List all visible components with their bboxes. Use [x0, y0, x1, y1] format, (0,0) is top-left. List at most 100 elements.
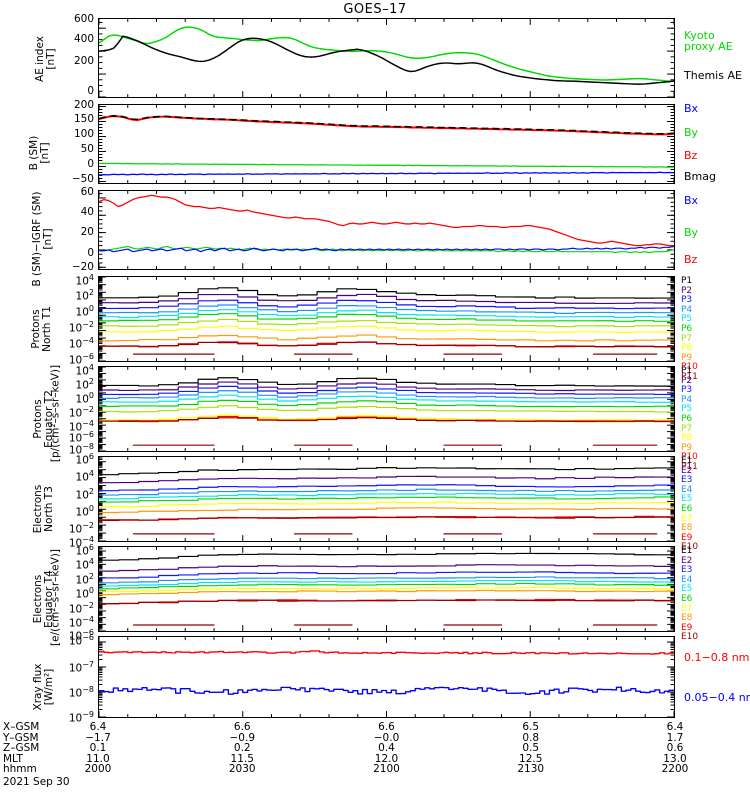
legend-bsm-bx: Bx — [684, 102, 699, 115]
legend-bsm-bmag: Bmag — [684, 170, 716, 183]
panel-ae-index — [98, 18, 675, 98]
ytick-p2-m8: 10−8 — [68, 442, 94, 457]
legend-item-p1: P1 — [681, 276, 693, 286]
panel-electrons-equator-t4 — [98, 546, 675, 632]
legend-item-e1: E1 — [681, 456, 693, 466]
legend-item-p6: P6 — [681, 413, 693, 424]
x-axis-value: 12.0 — [374, 752, 399, 765]
ytick-p1-m6: 10−6 — [68, 352, 94, 367]
panel-protons-north-t1 — [98, 276, 675, 362]
xray-plot-area — [99, 637, 674, 717]
protons-t1-plot-area — [99, 277, 674, 361]
x-axis-row-label: Z–GSM — [3, 742, 40, 755]
ytick-ae-200: 200 — [73, 55, 94, 67]
ytick-e2-0: 100 — [75, 586, 94, 601]
ytick-bsm-200: 200 — [73, 99, 94, 111]
legend-item-e5: E5 — [681, 494, 693, 505]
panel-b-sm-minus-igrf — [98, 190, 675, 270]
ytick-e2-2: 102 — [75, 572, 94, 587]
ytick-xray-m9: 10−9 — [68, 710, 94, 725]
legend-item-p1: P1 — [681, 366, 693, 376]
x-axis-value: 0.6 — [666, 742, 684, 755]
legend-item-e6: E6 — [681, 593, 693, 604]
ytick-e2-6: 106 — [75, 543, 94, 558]
ytick-p1-0: 100 — [75, 304, 94, 319]
ytick-p1-m4: 10−4 — [68, 336, 94, 351]
legend-item-p10: P10 — [681, 452, 698, 463]
x-axis-value: 2100 — [373, 763, 400, 776]
legend-item-p9: P9 — [681, 352, 693, 363]
ytick-digrf-m20: −20 — [71, 261, 94, 273]
ytick-xray-m6: 10−6 — [68, 633, 94, 648]
ytick-bsm-0: 0 — [87, 158, 94, 170]
legend-item-e1: E1 — [681, 546, 693, 556]
ytick-p2-m4: 10−4 — [68, 419, 94, 434]
legend-bsm-bz: Bz — [684, 149, 698, 162]
legend-item-e4: E4 — [681, 574, 693, 585]
legend-item-e6: E6 — [681, 503, 693, 514]
ytick-bsm-50: 50 — [80, 143, 94, 155]
legend-protons-t2: P1 P2 P3 P4 P5 P6 P7 P8 P9 P10 P11 — [681, 366, 698, 473]
ytick-e1-m4: 10−4 — [68, 535, 94, 550]
electrons-t4-plot-area — [99, 547, 674, 631]
x-axis-value: −0.0 — [373, 731, 400, 744]
legend-item-p9: P9 — [681, 442, 693, 453]
ytick-p2-2: 102 — [75, 377, 94, 392]
x-axis-value: 0.2 — [233, 742, 251, 755]
legend-electrons-t4: E1 E2 E3 E4 E5 E6 E7 E8 E9 E10 — [681, 546, 698, 643]
x-axis-value: 11.5 — [230, 752, 254, 765]
ytick-e1-2: 102 — [75, 487, 94, 502]
x-axis-value: 2000 — [84, 763, 112, 776]
legend-item-p4: P4 — [681, 304, 693, 315]
legend-electrons-t3: E1 E2 E3 E4 E5 E6 E7 E8 E9 E10 — [681, 456, 698, 553]
ytick-e1-4: 104 — [75, 469, 94, 484]
x-axis-value: 0.1 — [89, 742, 107, 755]
legend-item-e2: E2 — [681, 555, 693, 566]
x-axis-value-column: 6.4 1.7 0.6 13.0 2200 — [635, 722, 715, 775]
legend-item-p8: P8 — [681, 343, 693, 354]
ytick-p2-4: 104 — [75, 363, 94, 378]
legend-item-e7: E7 — [681, 603, 693, 614]
ytick-p2-m2: 10−2 — [68, 405, 94, 420]
legend-item-p5: P5 — [681, 314, 693, 325]
legend-item-p2: P2 — [681, 375, 693, 386]
ytick-e2-4: 104 — [75, 557, 94, 572]
legend-kyoto-proxy-ae: Kyoto proxy AE — [684, 29, 733, 53]
x-axis-value: −0.9 — [229, 731, 256, 744]
x-axis-row-label: hhmm — [3, 763, 37, 776]
x-axis-value: 0.8 — [522, 731, 540, 744]
ytick-bsm-100: 100 — [73, 128, 94, 140]
legend-item-e4: E4 — [681, 484, 693, 495]
legend-item-p11: P11 — [681, 461, 698, 472]
legend-item-p7: P7 — [681, 423, 693, 434]
legend-item-e8: E8 — [681, 523, 693, 534]
legend-protons-t1: P1 P2 P3 P4 P5 P6 P7 P8 P9 P10 P11 — [681, 276, 698, 383]
b-sm-plot-area — [99, 105, 674, 183]
legend-item-p4: P4 — [681, 394, 693, 405]
ytick-p1-4: 104 — [75, 273, 94, 288]
ytick-e2-m6: 10−6 — [68, 628, 94, 643]
x-axis-value: 0.4 — [378, 742, 395, 755]
legend-item-e3: E3 — [681, 475, 693, 486]
legend-xray-short: 0.05−0.4 nm — [684, 691, 750, 704]
page-title: GOES–17 — [343, 2, 407, 17]
x-axis-value-column: 6.4 −1.7 0.1 11.0 2000 — [58, 722, 138, 775]
x-axis-row-label: MLT — [3, 752, 23, 765]
legend-item-p5: P5 — [681, 404, 693, 415]
legend-item-e9: E9 — [681, 532, 693, 543]
legend-item-e5: E5 — [681, 584, 693, 595]
x-axis-row-label: X–GSM — [3, 721, 40, 733]
x-axis-value: 2130 — [517, 763, 545, 776]
ytick-xray-m7: 10−7 — [68, 660, 94, 675]
ytick-digrf-40: 40 — [80, 206, 94, 218]
x-axis-value: 6.4 — [666, 721, 684, 733]
protons-t2-plot-area — [99, 367, 674, 451]
x-axis-value-column: 6.5 0.8 0.5 12.5 2130 — [491, 722, 571, 775]
legend-digrf-bx: Bx — [684, 194, 699, 207]
ytick-digrf-60: 60 — [80, 186, 94, 198]
ytick-digrf-20: 20 — [80, 226, 94, 238]
legend-item-p3: P3 — [681, 385, 693, 396]
legend-item-p10: P10 — [681, 362, 698, 373]
legend-item-e2: E2 — [681, 465, 693, 476]
x-axis-value: −1.7 — [85, 731, 111, 744]
